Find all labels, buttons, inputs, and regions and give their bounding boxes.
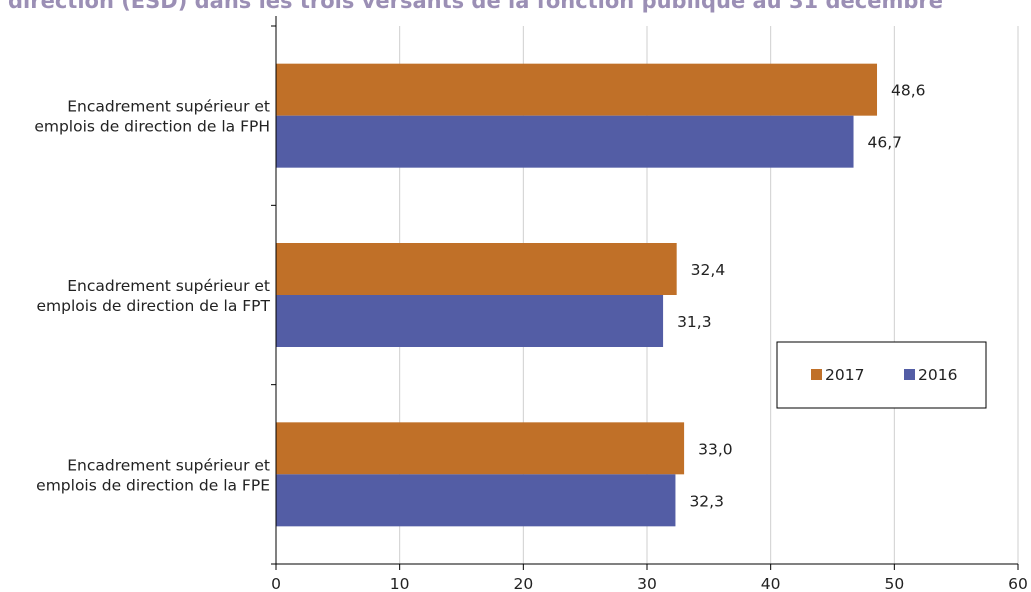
data-labels: 48,6 46,7 32,4 31,3 33,0 32,3 (677, 82, 925, 511)
x-tick-labels: 0 10 20 30 40 50 60 (271, 575, 1028, 592)
chart-title: direction (ESD) dans les trois versants … (8, 0, 943, 13)
data-label-2017-0: 48,6 (891, 82, 926, 100)
x-tick-label-50: 50 (884, 575, 904, 592)
legend-swatch-2016 (904, 369, 915, 380)
bar-2017-1 (276, 243, 677, 295)
legend: 2017 2016 (776, 341, 987, 409)
category-label-0: Encadrement supérieur et emplois de direc… (34, 98, 270, 136)
category-label-line: Encadrement supérieur et (67, 277, 270, 295)
data-label-2016-2: 32,3 (689, 492, 724, 510)
x-tick-label-0: 0 (271, 575, 281, 592)
bar-2017-0 (276, 63, 878, 116)
x-tick-label-20: 20 (513, 575, 533, 592)
legend-swatch-2017 (811, 369, 822, 380)
axes (271, 16, 1019, 570)
category-label-1: Encadrement supérieur et emplois de direc… (37, 277, 271, 315)
data-label-2017-2: 33,0 (698, 440, 733, 458)
category-labels: Encadrement supérieur et emplois de direc… (34, 98, 270, 495)
data-label-2016-0: 46,7 (868, 134, 903, 152)
bar-2017-2 (276, 422, 685, 475)
category-label-line: Encadrement supérieur et (67, 456, 270, 474)
bar-2016-1 (276, 295, 664, 347)
data-label-2017-1: 32,4 (691, 261, 726, 279)
category-label-line: emplois de direction de la FPT (37, 297, 271, 315)
x-tick-label-60: 60 (1008, 575, 1028, 592)
category-label-line: Encadrement supérieur et (67, 98, 270, 116)
legend-label-2017: 2017 (825, 366, 864, 384)
category-label-line: emplois de direction de la FPE (36, 476, 270, 494)
bars (276, 63, 878, 527)
bar-2016-0 (276, 115, 854, 168)
x-tick-label-10: 10 (390, 575, 410, 592)
legend-label-2016: 2016 (918, 366, 957, 384)
category-label-line: emplois de direction de la FPH (34, 118, 270, 136)
x-tick-label-30: 30 (637, 575, 657, 592)
bar-2016-2 (276, 474, 676, 527)
x-tick-label-40: 40 (761, 575, 781, 592)
data-label-2016-1: 31,3 (677, 313, 712, 331)
category-label-2: Encadrement supérieur et emplois de direc… (36, 456, 270, 494)
